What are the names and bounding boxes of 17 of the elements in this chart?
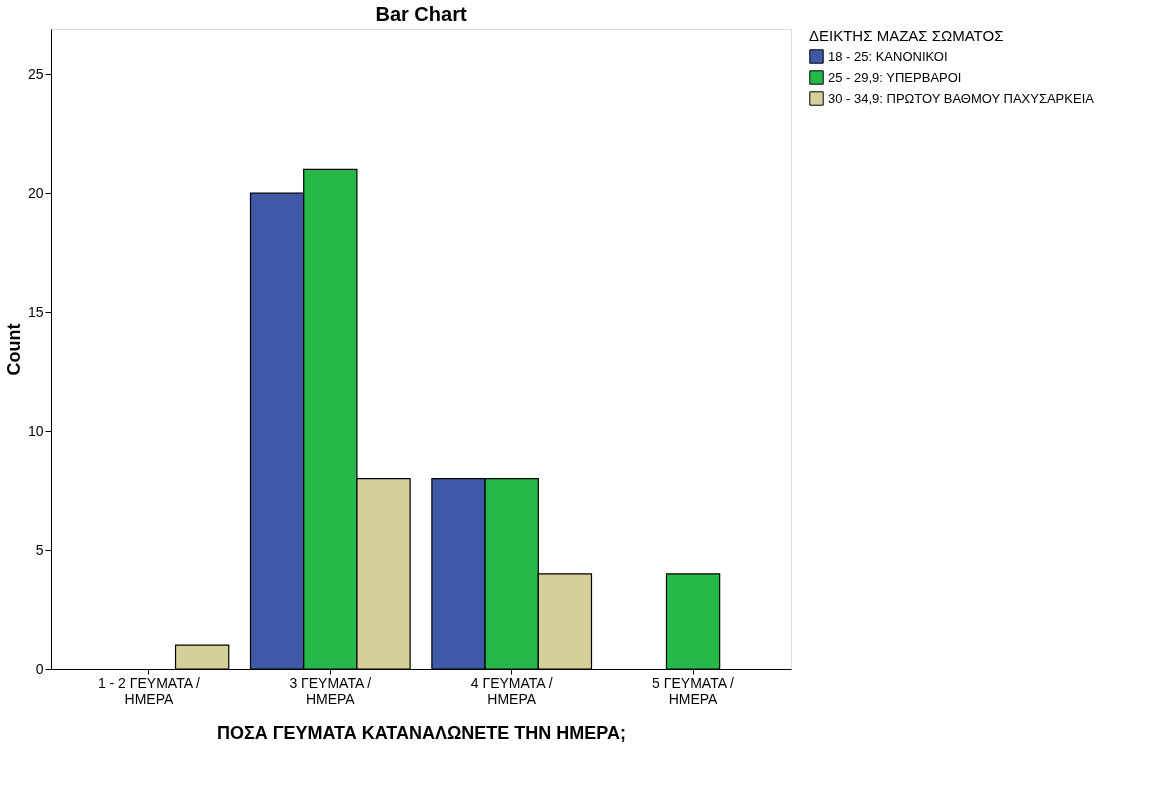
chart-title: Bar Chart [375, 3, 467, 25]
legend-label: 18 - 25: ΚΑΝΟΝΙΚΟΙ [828, 48, 948, 64]
y-tick-label: 20 [27, 184, 44, 201]
legend-title: ΔΕΙΚΤΗΣ ΜΑΖΑΣ ΣΩΜΑΤΟΣ [809, 27, 1004, 44]
x-tick-label: 3 ΓΕΥΜΑΤΑ / ΗΜΕΡΑ [289, 674, 372, 707]
y-tick-label: 15 [27, 303, 44, 320]
y-tick-label: 25 [27, 65, 44, 82]
y-tick-label: 0 [35, 660, 44, 677]
x-axis-title: ΠΟΣΑ ΓΕΥΜΑΤΑ ΚΑΤΑΝΑΛΩΝΕΤΕ ΤΗΝ ΗΜΕΡΑ; [216, 722, 627, 743]
y-axis-title: Count [3, 323, 24, 376]
x-tick-label: 4 ΓΕΥΜΑΤΑ / ΗΜΕΡΑ [470, 674, 553, 707]
x-tick-label: 5 ΓΕΥΜΑΤΑ / ΗΜΕΡΑ [652, 674, 735, 707]
y-tick-label: 5 [35, 541, 44, 558]
x-tick-label: 1 - 2 ΓΕΥΜΑΤΑ / ΗΜΕΡΑ [97, 674, 201, 707]
legend-label: 25 - 29,9: ΥΠΕΡΒΑΡΟΙ [828, 69, 962, 85]
legend-label: 30 - 34,9: ΠΡΩΤΟΥ ΒΑΘΜΟΥ ΠΑΧΥΣΑΡΚΕΙΑ [828, 90, 1095, 106]
y-tick-label: 10 [27, 422, 44, 439]
